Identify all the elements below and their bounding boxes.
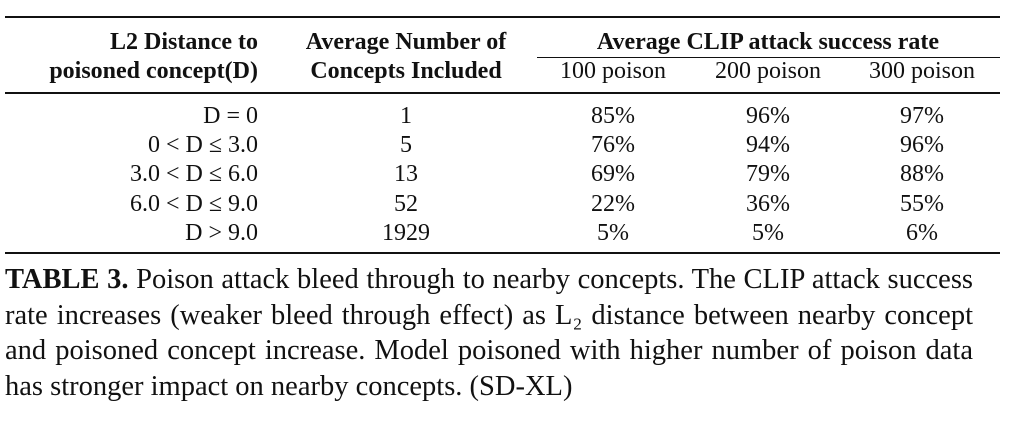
cell: 3.0 < D ≤ 6.0 <box>129 161 258 188</box>
cell: 6.0 < D ≤ 9.0 <box>129 190 258 217</box>
cell: 36% <box>746 190 790 217</box>
cell: 55% <box>900 190 944 217</box>
caption: TABLE 3. Poison attack bleed through to … <box>5 262 973 404</box>
cell: 22% <box>591 190 635 217</box>
cell: 0 < D ≤ 3.0 <box>147 132 258 159</box>
mid-rule <box>5 92 1000 94</box>
caption-text: Poison attack bleed through to nearby co… <box>5 264 973 402</box>
sub-header: 300 poison <box>868 58 976 84</box>
cell: 96% <box>746 103 790 129</box>
sub-header: 200 poison <box>714 58 822 84</box>
cell: 97% <box>900 103 944 129</box>
caption-label: TABLE 3. <box>5 264 129 295</box>
cell: D > 9.0 <box>185 219 258 246</box>
cell: 69% <box>591 161 635 188</box>
cell: 1929 <box>382 219 430 246</box>
sub-header: 100 poison <box>559 58 667 84</box>
header: poisoned concept(D) <box>49 58 258 84</box>
cell: 13 <box>394 161 418 188</box>
cell: 5 <box>400 132 412 159</box>
cell: 85% <box>591 103 635 129</box>
cell: 5% <box>752 219 784 246</box>
cell: 52 <box>394 190 418 217</box>
cell: D = 0 <box>203 103 258 129</box>
cell: 96% <box>900 132 944 159</box>
cell: 1 <box>400 103 412 129</box>
header-group: Average CLIP attack success rate <box>596 29 940 55</box>
cell: 6% <box>906 219 938 246</box>
cell: 5% <box>597 219 629 246</box>
cell: 79% <box>746 161 790 188</box>
group-rule <box>537 57 1000 58</box>
bottom-rule <box>5 252 1000 254</box>
cell: 88% <box>900 161 944 188</box>
cell: 76% <box>591 132 635 159</box>
cell: 94% <box>746 132 790 159</box>
header: Concepts Included <box>310 58 502 84</box>
header: L2 Distance to <box>110 29 258 55</box>
header: Average Number of <box>305 29 507 55</box>
top-rule <box>5 16 1000 18</box>
